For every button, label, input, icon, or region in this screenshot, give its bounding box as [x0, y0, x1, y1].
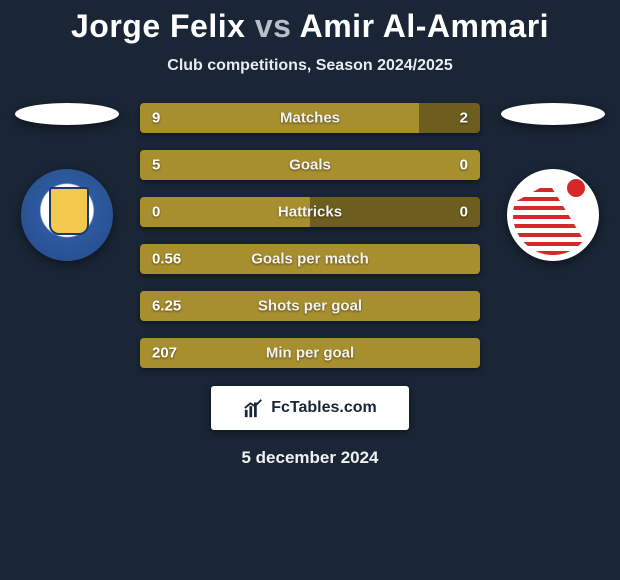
stat-bars: 9Matches25Goals00Hattricks00.56Goals per…	[140, 103, 480, 368]
player1-flag	[15, 103, 119, 125]
subtitle: Club competitions, Season 2024/2025	[0, 57, 620, 75]
stat-label: Matches	[140, 110, 480, 127]
stat-bar: 9Matches2	[140, 103, 480, 133]
attribution-badge[interactable]: FcTables.com	[211, 386, 409, 430]
vs-separator: vs	[255, 8, 292, 44]
player1-name: Jorge Felix	[71, 8, 245, 44]
stat-bar: 0Hattricks0	[140, 197, 480, 227]
comparison-title: Jorge Felix vs Amir Al-Ammari	[0, 8, 620, 45]
right-side	[498, 103, 608, 261]
stat-value-right: 2	[460, 110, 468, 127]
left-side	[12, 103, 122, 261]
date-text: 5 december 2024	[0, 448, 620, 468]
player2-name: Amir Al-Ammari	[300, 8, 549, 44]
stat-label: Shots per goal	[140, 298, 480, 315]
stat-label: Goals per match	[140, 251, 480, 268]
stat-value-right: 0	[460, 204, 468, 221]
player1-club-crest	[21, 169, 113, 261]
stat-value-right: 0	[460, 157, 468, 174]
fctables-logo-icon	[243, 397, 265, 419]
player2-club-crest	[507, 169, 599, 261]
stat-bar: 5Goals0	[140, 150, 480, 180]
stat-bar: 207Min per goal	[140, 338, 480, 368]
stat-label: Min per goal	[140, 345, 480, 362]
player2-flag	[501, 103, 605, 125]
stat-bar: 0.56Goals per match	[140, 244, 480, 274]
attribution-text: FcTables.com	[271, 399, 377, 417]
stat-label: Goals	[140, 157, 480, 174]
stat-label: Hattricks	[140, 204, 480, 221]
stat-bar: 6.25Shots per goal	[140, 291, 480, 321]
comparison-body: 9Matches25Goals00Hattricks00.56Goals per…	[0, 103, 620, 368]
